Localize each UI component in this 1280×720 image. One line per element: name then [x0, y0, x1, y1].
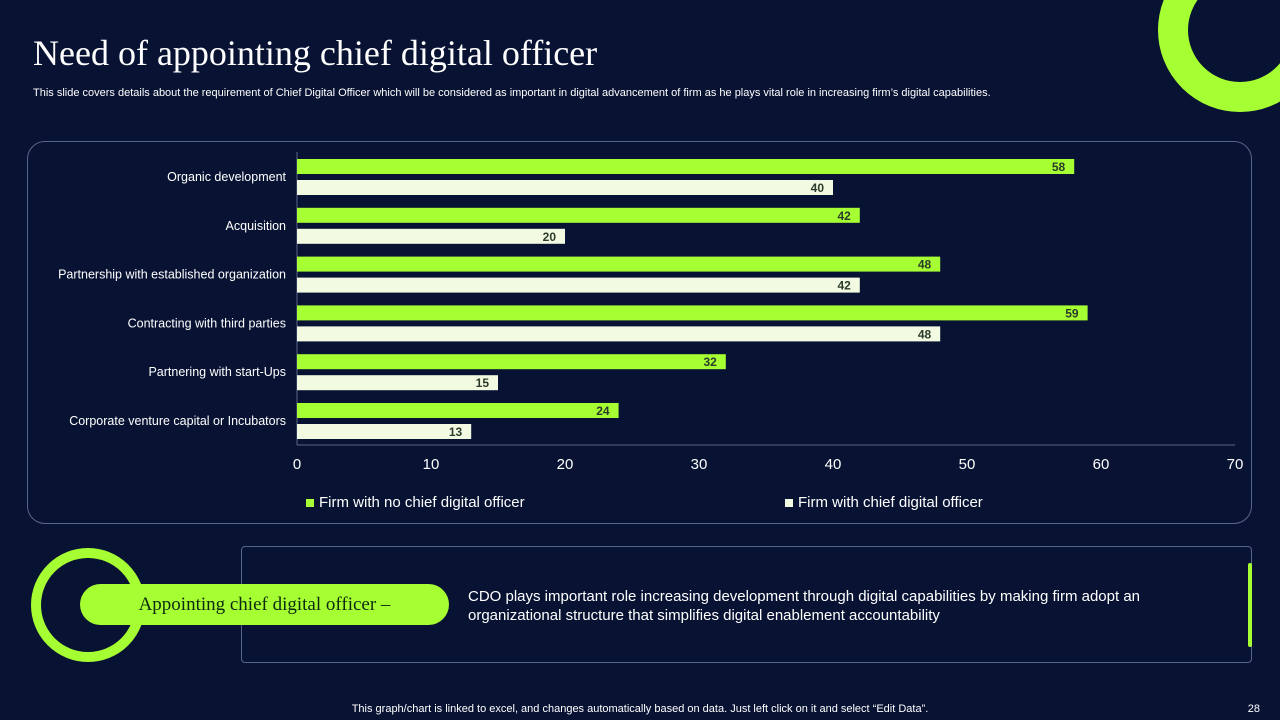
- data-label: 40: [811, 181, 825, 195]
- bar[interactable]: [297, 305, 1088, 321]
- category-label: Partnering with start-Ups: [148, 365, 286, 379]
- category-label: Corporate venture capital or Incubators: [69, 414, 286, 428]
- bar[interactable]: [297, 354, 726, 370]
- callout-label: Appointing chief digital officer –: [80, 584, 449, 625]
- legend-swatch: [785, 498, 793, 507]
- bar[interactable]: [297, 228, 565, 244]
- category-label: Partnership with established organizatio…: [58, 268, 286, 282]
- bar[interactable]: [297, 424, 472, 439]
- data-label: 42: [837, 209, 851, 223]
- page-subtitle: This slide covers details about the requ…: [33, 87, 991, 99]
- chart-panel: [27, 141, 1252, 524]
- category-label: Organic development: [167, 170, 286, 184]
- bar[interactable]: [297, 180, 833, 195]
- data-label: 24: [596, 404, 610, 418]
- data-label: 48: [918, 327, 932, 341]
- legend-swatch: [306, 498, 314, 507]
- footer-note: This graph/chart is linked to excel, and…: [351, 703, 929, 715]
- bar[interactable]: [297, 256, 941, 272]
- data-label: 32: [703, 355, 717, 369]
- data-label: 58: [1052, 160, 1066, 174]
- data-label: 59: [1065, 306, 1079, 320]
- data-label: 15: [476, 376, 490, 390]
- x-tick-label: 0: [293, 456, 301, 473]
- category-label: Contracting with third parties: [128, 316, 286, 330]
- data-label: 20: [543, 230, 557, 244]
- page-number: 28: [1247, 703, 1260, 715]
- bar[interactable]: [297, 277, 860, 293]
- x-tick-label: 40: [825, 456, 842, 473]
- x-tick-label: 60: [1093, 456, 1110, 473]
- legend-item-no-cdo: Firm with no chief digital officer: [306, 494, 525, 511]
- callout-text: CDO plays important role increasing deve…: [468, 588, 1141, 624]
- page-title: Need of appointing chief digital officer: [33, 33, 598, 73]
- bar[interactable]: [297, 159, 1075, 174]
- x-tick-label: 20: [557, 456, 574, 473]
- x-tick-label: 30: [691, 456, 708, 473]
- bar[interactable]: [297, 326, 941, 342]
- x-tick-label: 70: [1227, 456, 1244, 473]
- accent-bar: [1248, 563, 1252, 647]
- data-label: 13: [449, 425, 463, 439]
- bar[interactable]: [297, 375, 498, 391]
- data-label: 42: [837, 279, 851, 293]
- category-label: Acquisition: [226, 219, 286, 233]
- data-label: 48: [918, 258, 932, 272]
- legend-label: Firm with no chief digital officer: [319, 494, 525, 511]
- legend-label: Firm with chief digital officer: [798, 494, 983, 511]
- x-tick-label: 50: [959, 456, 976, 473]
- bar[interactable]: [297, 207, 860, 223]
- legend-item-cdo: Firm with chief digital officer: [785, 494, 983, 511]
- bar[interactable]: [297, 403, 619, 418]
- x-tick-label: 10: [423, 456, 440, 473]
